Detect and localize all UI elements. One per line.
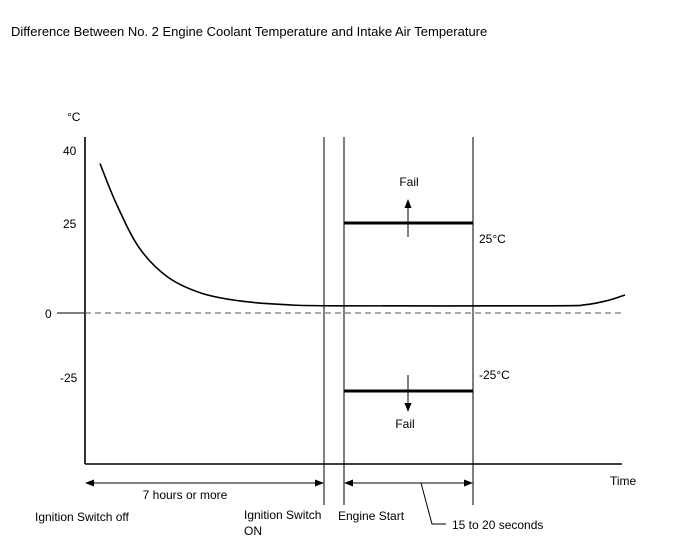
interval-arrowhead-left-2 (344, 479, 353, 487)
interval-leader-line (420, 482, 446, 525)
event-label-ignition-off: Ignition Switch off (35, 510, 129, 524)
threshold-label-lower: -25°C (479, 368, 510, 382)
threshold-label-upper: 25°C (479, 232, 506, 246)
event-label-ignition-on-line2: ON (244, 524, 262, 538)
event-label-engine-start: Engine Start (338, 509, 405, 523)
x-axis-label: Time (610, 474, 637, 488)
y-tick-label-40: 40 (63, 144, 77, 158)
fail-label-lower: Fail (395, 417, 414, 431)
y-axis-unit: °C (67, 110, 81, 124)
interval-arrowhead-right-2 (464, 479, 473, 487)
chart-title: Difference Between No. 2 Engine Coolant … (11, 24, 488, 39)
event-label-ignition-on-line1: Ignition Switch (244, 508, 321, 522)
y-tick-label-0: 0 (45, 307, 52, 321)
interval-arrowhead-left-1 (85, 479, 94, 487)
y-tick-label-25: 25 (63, 217, 77, 231)
interval-label-start-window: 15 to 20 seconds (452, 518, 543, 532)
series-line (99, 163, 626, 307)
interval-arrowhead-right-1 (315, 479, 324, 487)
fail-label-upper: Fail (399, 175, 418, 189)
interval-label-off-to-on: 7 hours or more (143, 488, 228, 502)
y-tick-label-minus25: -25 (60, 371, 78, 385)
fail-arrow-down-head (404, 403, 412, 412)
fail-arrow-up-head (404, 199, 412, 208)
